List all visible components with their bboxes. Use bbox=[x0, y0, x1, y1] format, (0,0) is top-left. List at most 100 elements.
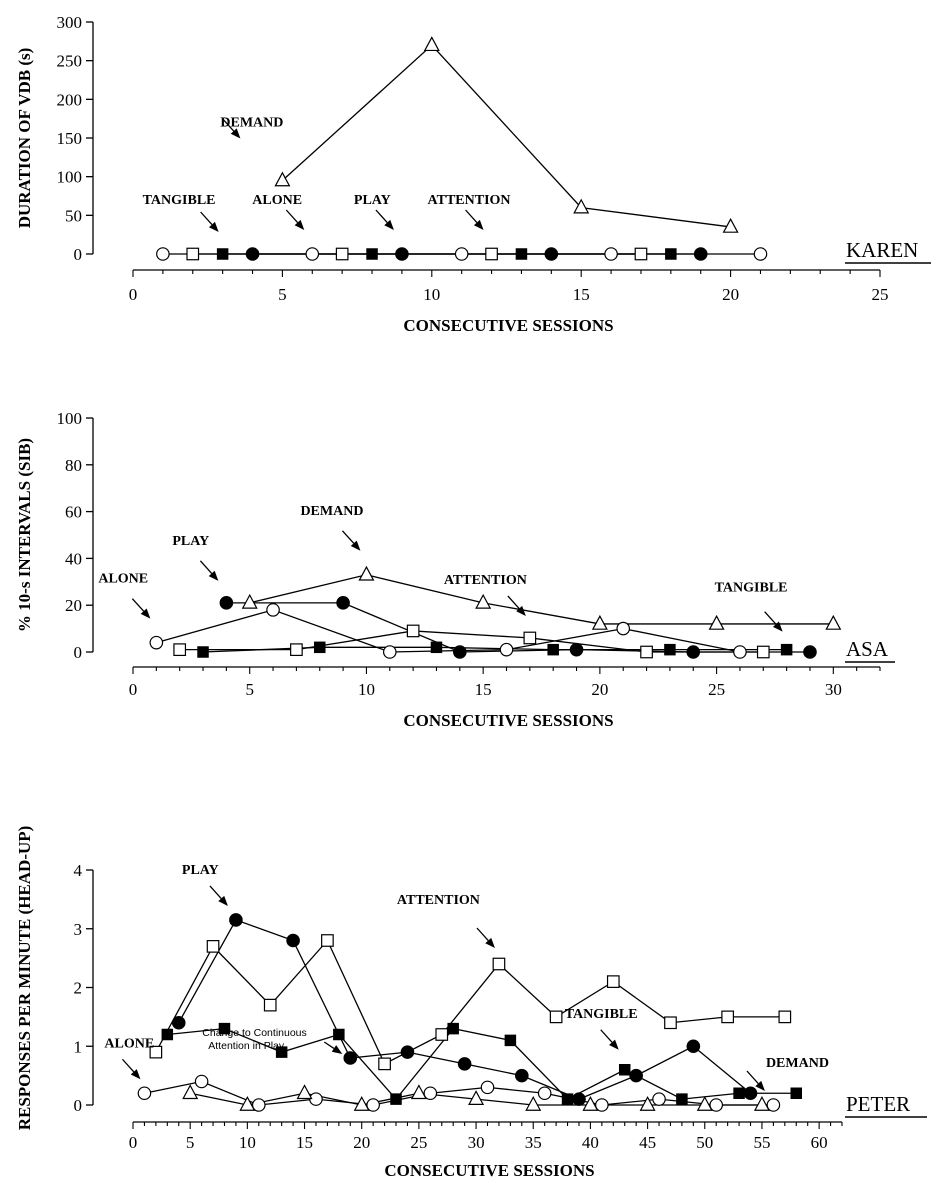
x-tick-label: 15 bbox=[296, 1133, 313, 1152]
annotation-label: ATTENTION bbox=[397, 893, 480, 908]
data-point-alone bbox=[733, 645, 747, 659]
data-point-play bbox=[803, 645, 817, 659]
data-point-play bbox=[544, 247, 559, 261]
data-point-demand bbox=[708, 614, 725, 630]
y-tick-label: 2 bbox=[74, 979, 83, 998]
data-point-demand bbox=[591, 614, 608, 630]
data-point-demand bbox=[423, 36, 440, 52]
data-point-alone bbox=[766, 1098, 781, 1112]
data-point-demand bbox=[239, 1095, 256, 1111]
annotation-tangible: TANGIBLE bbox=[565, 1007, 638, 1050]
x-axis-title: CONSECUTIVE SESSIONS bbox=[384, 1161, 594, 1180]
y-axis-title: RESPONSES PER MINUTE (HEAD-UP) bbox=[15, 826, 34, 1131]
data-point-alone bbox=[537, 1086, 552, 1101]
x-tick-label: 30 bbox=[468, 1133, 485, 1152]
annotation-arrow-shaft bbox=[121, 1058, 135, 1073]
data-point-attention bbox=[640, 645, 653, 659]
series-points-play bbox=[245, 247, 708, 261]
annotation-attention: ATTENTION bbox=[428, 193, 511, 230]
annotation-arrow-head bbox=[772, 621, 783, 632]
data-point-demand bbox=[573, 198, 590, 214]
data-point-tangible bbox=[197, 646, 209, 658]
series-line-tangible bbox=[167, 1027, 797, 1101]
data-point-tangible bbox=[790, 1087, 803, 1099]
x-tick-label: 10 bbox=[239, 1133, 256, 1152]
data-point-demand bbox=[639, 1095, 656, 1111]
data-point-demand bbox=[353, 1095, 370, 1111]
x-axis-title: CONSECUTIVE SESSIONS bbox=[403, 316, 613, 335]
x-tick-label: 25 bbox=[410, 1133, 427, 1152]
data-point-alone bbox=[616, 621, 631, 636]
annotation-arrow-shaft bbox=[221, 118, 235, 132]
annotation-label: DEMAND bbox=[766, 1056, 829, 1071]
y-tick-label: 200 bbox=[57, 90, 83, 109]
annotation-play: PLAY bbox=[172, 534, 219, 581]
annotation-label: DEMAND bbox=[220, 116, 283, 131]
data-point-play bbox=[171, 1015, 186, 1030]
data-point-alone bbox=[156, 247, 170, 261]
x-tick-label: 10 bbox=[358, 680, 375, 699]
data-point-play bbox=[743, 1086, 758, 1101]
chart-panel-karen: 0 50 100 150 200 250 300 0 5 10 15 20 25 CONSECUTIVE … bbox=[15, 13, 931, 335]
annotation-demand: DEMAND bbox=[746, 1056, 829, 1091]
annotation-arrow-head bbox=[755, 1080, 765, 1091]
data-point-tangible bbox=[733, 1087, 745, 1099]
annotation-arrow bbox=[746, 1070, 765, 1091]
data-point-play bbox=[229, 913, 243, 927]
data-point-tangible bbox=[333, 1028, 345, 1041]
series-points-alone bbox=[137, 1074, 781, 1112]
data-point-alone bbox=[382, 645, 397, 659]
data-point-tangible bbox=[504, 1034, 517, 1047]
x-tick-label: 45 bbox=[639, 1133, 656, 1152]
data-point-attention bbox=[485, 247, 498, 261]
annotation-alone: ALONE bbox=[104, 1036, 154, 1080]
y-tick-label: 50 bbox=[65, 206, 82, 225]
data-point-demand bbox=[825, 614, 842, 630]
annotation-arrow bbox=[375, 209, 394, 230]
data-point-demand bbox=[358, 565, 375, 581]
data-point-tangible bbox=[618, 1064, 631, 1076]
annotation-label: ATTENTION bbox=[428, 193, 511, 208]
data-point-alone bbox=[480, 1080, 495, 1095]
y-tick-label: 40 bbox=[65, 549, 82, 568]
data-point-attention bbox=[335, 247, 349, 261]
annotation-arrow-shaft bbox=[764, 611, 777, 625]
data-point-tangible bbox=[161, 1028, 174, 1041]
participant-name: ASA bbox=[846, 637, 889, 661]
annotation-label: ATTENTION bbox=[444, 573, 527, 588]
data-point-alone bbox=[652, 1092, 666, 1106]
data-point-demand bbox=[296, 1084, 313, 1100]
annotation-arrow-shaft bbox=[746, 1070, 759, 1085]
data-point-alone bbox=[499, 642, 514, 657]
annotation-label: TANGIBLE bbox=[143, 193, 216, 208]
annotation-arrow-head bbox=[294, 219, 305, 230]
annotation-demand: DEMAND bbox=[300, 504, 363, 551]
y-tick-label: 0 bbox=[74, 643, 83, 662]
data-point-tangible bbox=[664, 643, 676, 656]
data-point-attention bbox=[321, 934, 334, 947]
data-point-alone bbox=[709, 1098, 724, 1112]
annotation-label: ALONE bbox=[252, 193, 302, 208]
annotation-arrow-head bbox=[208, 221, 219, 232]
data-point-alone bbox=[194, 1074, 209, 1089]
participant-name: PETER bbox=[846, 1092, 910, 1116]
data-point-play bbox=[336, 596, 350, 610]
annotation-arrow bbox=[323, 1041, 343, 1054]
x-tick-label: 60 bbox=[811, 1133, 828, 1152]
annotation-arrow-shaft bbox=[375, 209, 388, 224]
annotation-arrow-head bbox=[208, 570, 219, 581]
data-point-play bbox=[457, 1057, 472, 1071]
annotation-alone: ALONE bbox=[252, 193, 305, 230]
annotation-arrow bbox=[600, 1029, 619, 1050]
series-points-demand bbox=[182, 1084, 770, 1111]
annotation-demand: DEMAND bbox=[220, 116, 283, 139]
data-point-tangible bbox=[275, 1046, 288, 1058]
series-points-tangible bbox=[161, 1022, 803, 1105]
annotation-label: ALONE bbox=[98, 572, 148, 587]
annotation-arrow-shaft bbox=[199, 560, 213, 574]
annotation-arrow-head bbox=[218, 895, 228, 906]
x-tick-label: 10 bbox=[423, 285, 440, 304]
annotation-note-line: Change to Continuous bbox=[202, 1027, 307, 1039]
x-tick-label: 30 bbox=[825, 680, 842, 699]
